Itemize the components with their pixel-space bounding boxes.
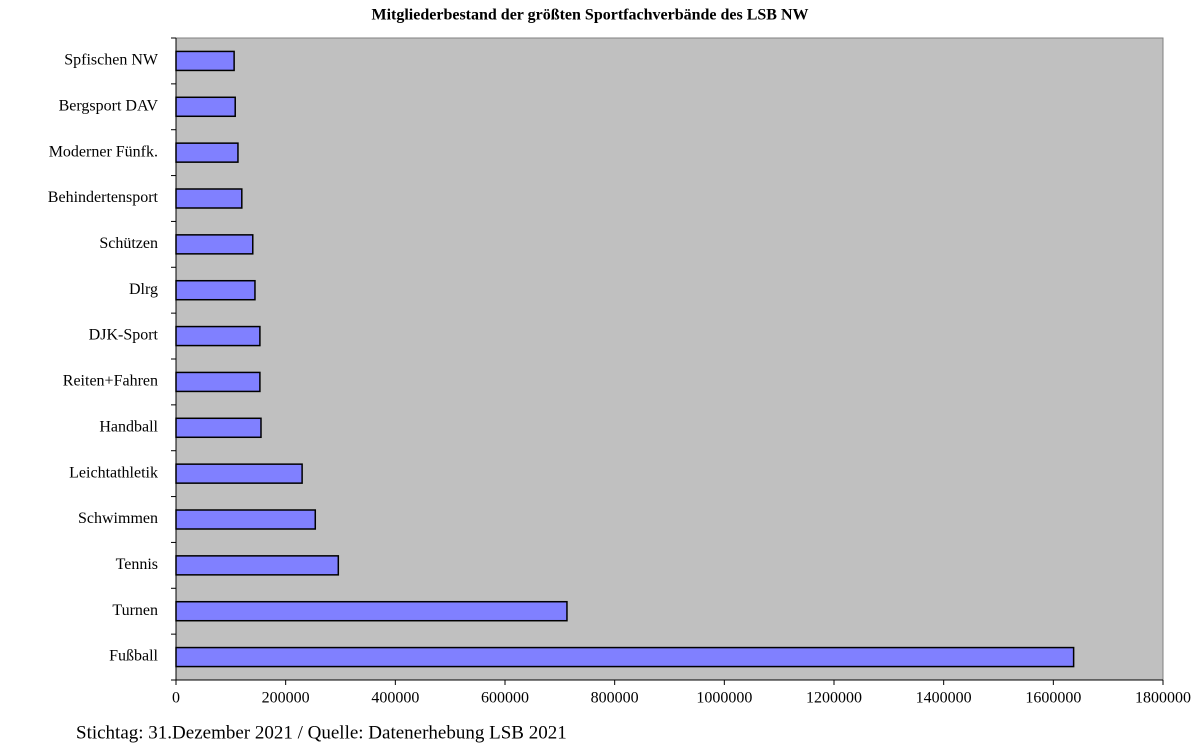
x-tick-label: 1200000 xyxy=(806,690,862,707)
footnote: Stichtag: 31.Dezember 2021 / Quelle: Dat… xyxy=(76,722,567,743)
x-tick-label: 1600000 xyxy=(1025,690,1081,707)
bar xyxy=(175,509,317,530)
y-tick-label: Fußball xyxy=(109,648,158,665)
y-tick-label: Leichtathletik xyxy=(69,464,158,481)
bar xyxy=(175,646,1075,668)
bar xyxy=(175,555,340,576)
x-tick-label: 800000 xyxy=(591,690,639,707)
bar xyxy=(175,600,568,622)
x-tick-label: 1400000 xyxy=(916,690,972,707)
bar xyxy=(175,234,254,255)
y-tick-label: Turnen xyxy=(112,602,158,619)
plot-area xyxy=(175,37,1164,681)
bar xyxy=(175,142,239,163)
x-tick-label: 0 xyxy=(172,690,180,707)
y-tick-label: Bergsport DAV xyxy=(59,97,159,114)
y-tick-label: DJK-Sport xyxy=(89,327,159,344)
y-tick-label: Moderner Fünfk. xyxy=(49,143,158,160)
bar xyxy=(175,463,303,484)
y-tick-label: Handball xyxy=(99,418,158,435)
y-tick-label: Reiten+Fahren xyxy=(63,373,158,390)
chart-title: Mitgliederbestand der größten Sportfachv… xyxy=(371,7,808,24)
bar xyxy=(175,325,261,347)
y-tick-label: Behindertensport xyxy=(48,189,159,206)
bar xyxy=(175,279,256,301)
y-tick-label: Schwimmen xyxy=(78,510,158,527)
x-tick-label: 600000 xyxy=(481,690,529,707)
bar xyxy=(175,371,261,393)
bar xyxy=(175,417,262,439)
y-tick-label: Schützen xyxy=(99,235,158,252)
bar xyxy=(175,96,236,118)
bar xyxy=(175,50,235,72)
y-tick-label: Dlrg xyxy=(129,281,158,298)
x-tick-label: 400000 xyxy=(371,690,419,707)
x-tick-label: 1000000 xyxy=(696,690,752,707)
y-tick-label: Tennis xyxy=(116,556,158,573)
bar xyxy=(175,188,243,209)
x-tick-label: 200000 xyxy=(262,690,310,707)
y-tick-label: Spfischen NW xyxy=(64,52,159,69)
x-tick-label: 1800000 xyxy=(1135,690,1191,707)
